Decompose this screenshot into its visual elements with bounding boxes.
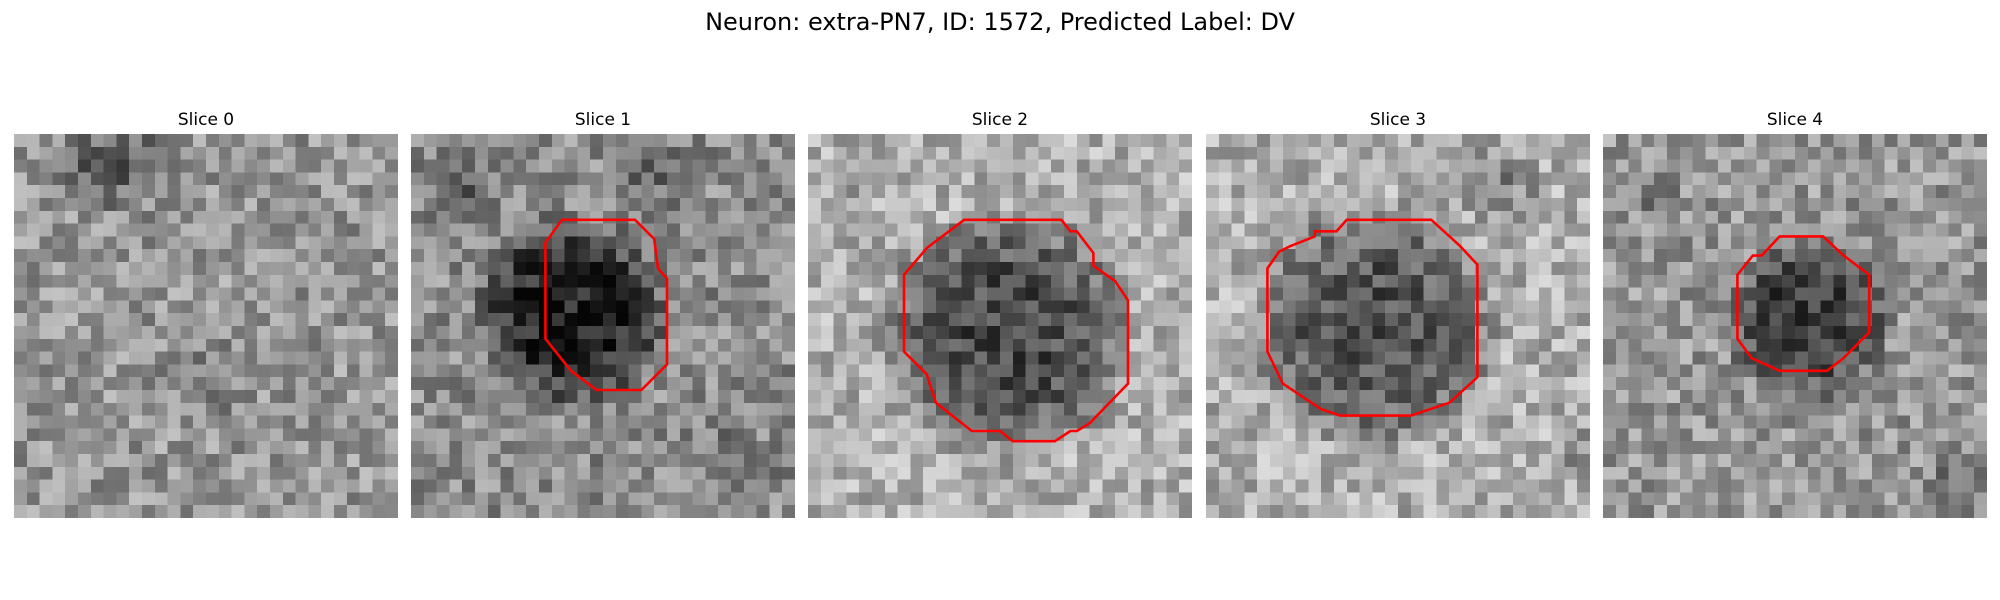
slice-title-4: Slice 4 <box>1766 110 1824 130</box>
slice-title-1: Slice 1 <box>574 110 632 130</box>
slice-title-2: Slice 2 <box>971 110 1029 130</box>
neuron-contour-3 <box>1266 218 1479 417</box>
slice-panel-2: Slice 2 <box>808 108 1192 520</box>
slice-pixels-1 <box>411 134 795 518</box>
neuron-contour-2 <box>902 218 1130 443</box>
neuron-contour-4 <box>1736 235 1871 373</box>
figure-title: Neuron: extra-PN7, ID: 1572, Predicted L… <box>705 8 1295 36</box>
slice-panel-3: Slice 3 <box>1206 108 1590 520</box>
slice-title-3: Slice 3 <box>1369 110 1427 130</box>
slice-image-3 <box>1206 134 1590 518</box>
slice-panel-1: Slice 1 <box>411 108 795 520</box>
slice-image-4 <box>1603 134 1987 518</box>
slice-panel-4: Slice 4 <box>1603 108 1987 520</box>
neuron-contour-1 <box>544 218 669 392</box>
slice-pixels-2 <box>808 134 1192 518</box>
slice-title-0: Slice 0 <box>177 110 235 130</box>
slice-image-1 <box>411 134 795 518</box>
slice-image-2 <box>808 134 1192 518</box>
slice-image-0 <box>14 134 398 518</box>
slice-panel-0: Slice 0 <box>14 108 398 520</box>
slice-pixels-3 <box>1206 134 1590 518</box>
slice-pixels-4 <box>1603 134 1987 518</box>
slice-pixels-0 <box>14 134 398 518</box>
